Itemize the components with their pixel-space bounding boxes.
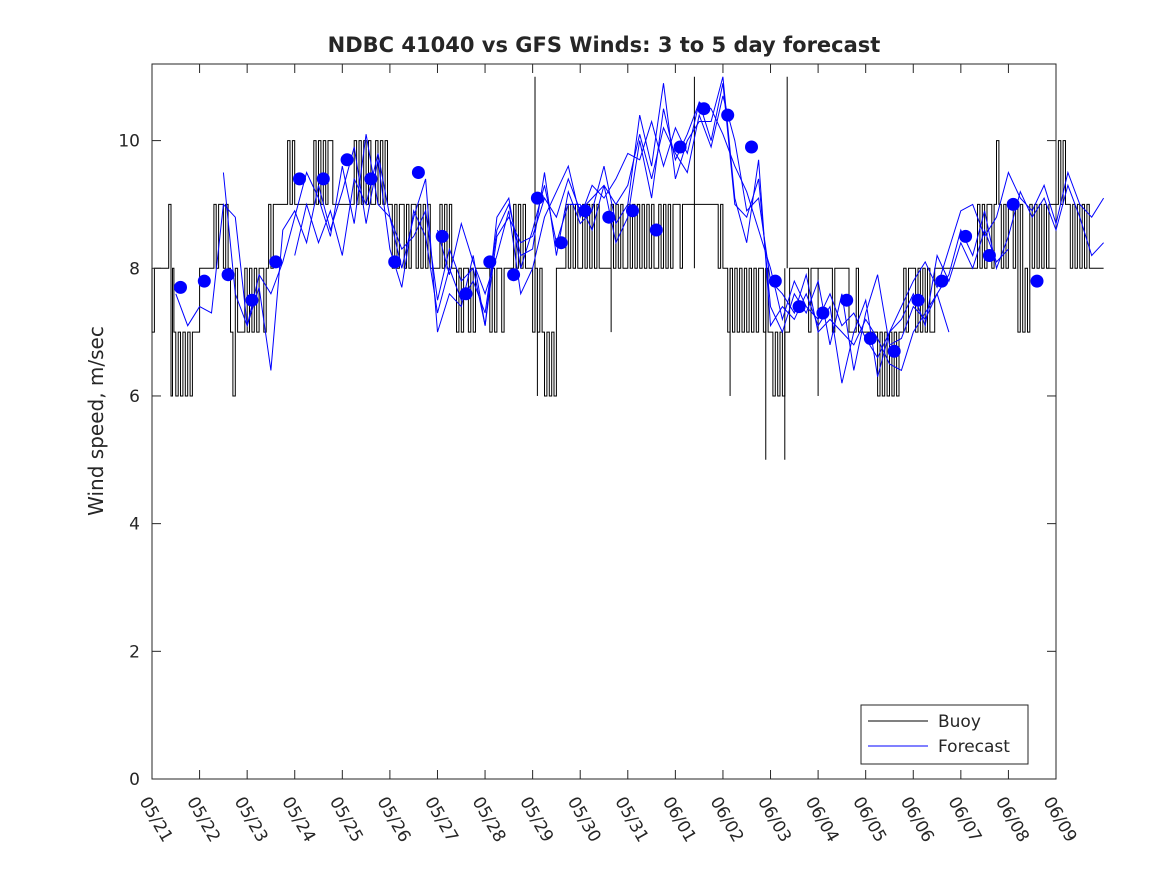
forecast-marker — [840, 293, 854, 307]
forecast-marker — [483, 255, 497, 269]
legend-box — [860, 704, 1029, 765]
forecast-marker — [530, 191, 544, 205]
y-axis-label: Wind speed, m/sec — [84, 326, 108, 516]
y-tick-label: 10 — [118, 132, 140, 152]
forecast-marker — [911, 293, 925, 307]
forecast-marker — [935, 274, 949, 288]
forecast-marker — [887, 344, 901, 358]
forecast-marker — [1006, 197, 1020, 211]
y-tick-label: 2 — [129, 642, 140, 662]
y-tick-label: 4 — [129, 515, 140, 535]
forecast-marker — [411, 166, 425, 179]
forecast-marker — [626, 204, 639, 218]
forecast-marker — [435, 229, 449, 243]
forecast-marker — [459, 287, 473, 301]
forecast-marker — [649, 223, 663, 237]
forecast-marker — [364, 172, 378, 186]
y-tick-label: 0 — [129, 770, 140, 790]
forecast-marker — [792, 300, 806, 314]
forecast-marker — [745, 140, 758, 154]
forecast-marker — [697, 102, 711, 116]
legend: Buoy Forecast — [860, 704, 1029, 765]
forecast-marker — [316, 172, 330, 186]
forecast-run-line — [294, 95, 1104, 372]
forecast-run-line — [437, 101, 1105, 359]
forecast-marker — [507, 268, 521, 282]
forecast-marker — [554, 236, 568, 250]
forecast-marker-layer — [174, 102, 1044, 358]
forecast-marker — [982, 249, 996, 262]
forecast-marker — [293, 172, 306, 186]
forecast-marker — [269, 255, 283, 269]
forecast-run-line — [222, 76, 1009, 384]
forecast-marker — [197, 274, 211, 288]
forecast-marker — [174, 280, 187, 294]
forecast-marker — [578, 204, 592, 218]
legend-label-buoy: Buoy — [938, 712, 981, 732]
y-tick-label: 6 — [129, 387, 140, 407]
forecast-marker — [673, 140, 687, 154]
forecast-marker — [863, 332, 877, 345]
forecast-marker — [959, 229, 973, 243]
forecast-marker — [602, 210, 616, 224]
forecast-marker — [768, 274, 782, 288]
forecast-marker — [816, 306, 830, 320]
forecast-marker — [388, 255, 402, 269]
buoy-series-layer — [151, 76, 1104, 460]
forecast-marker — [221, 268, 235, 282]
forecast-marker — [1030, 274, 1044, 288]
forecast-marker — [721, 108, 735, 122]
legend-label-forecast: Forecast — [938, 737, 1010, 757]
forecast-marker — [340, 153, 354, 167]
forecast-marker — [245, 293, 259, 307]
y-axis-ticks: 0 2 4 6 8 10 — [118, 132, 1056, 790]
buoy-line — [151, 140, 1104, 397]
chart-title: NDBC 41040 vs GFS Winds: 3 to 5 day fore… — [328, 33, 881, 57]
y-tick-label: 8 — [129, 259, 140, 279]
